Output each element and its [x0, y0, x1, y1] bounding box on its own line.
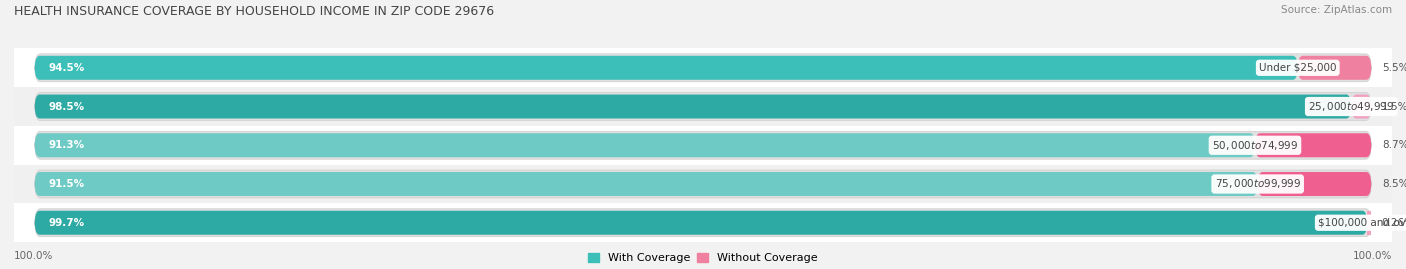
Text: Source: ZipAtlas.com: Source: ZipAtlas.com — [1281, 5, 1392, 15]
Text: 91.5%: 91.5% — [48, 179, 84, 189]
Text: 100.0%: 100.0% — [1353, 251, 1392, 261]
FancyBboxPatch shape — [35, 94, 1351, 119]
FancyBboxPatch shape — [35, 131, 1371, 159]
Legend: With Coverage, Without Coverage: With Coverage, Without Coverage — [588, 253, 818, 263]
Text: 98.5%: 98.5% — [48, 101, 84, 112]
FancyBboxPatch shape — [1298, 56, 1371, 80]
Text: $100,000 and over: $100,000 and over — [1317, 218, 1406, 228]
Text: $25,000 to $49,999: $25,000 to $49,999 — [1308, 100, 1395, 113]
FancyBboxPatch shape — [35, 93, 1371, 121]
FancyBboxPatch shape — [35, 211, 1367, 235]
Text: $75,000 to $99,999: $75,000 to $99,999 — [1215, 178, 1301, 190]
Text: 1.5%: 1.5% — [1382, 101, 1406, 112]
FancyBboxPatch shape — [35, 54, 1371, 82]
Text: 0.26%: 0.26% — [1382, 218, 1406, 228]
Text: 5.5%: 5.5% — [1382, 63, 1406, 73]
Text: 8.5%: 8.5% — [1382, 179, 1406, 189]
FancyBboxPatch shape — [1256, 133, 1371, 157]
FancyBboxPatch shape — [1257, 172, 1371, 196]
FancyBboxPatch shape — [35, 170, 1371, 198]
Bar — [14, 203, 1392, 242]
Text: HEALTH INSURANCE COVERAGE BY HOUSEHOLD INCOME IN ZIP CODE 29676: HEALTH INSURANCE COVERAGE BY HOUSEHOLD I… — [14, 5, 494, 18]
Text: 91.3%: 91.3% — [48, 140, 84, 150]
FancyBboxPatch shape — [35, 133, 1256, 157]
Text: 94.5%: 94.5% — [48, 63, 84, 73]
Bar — [14, 87, 1392, 126]
Bar — [14, 165, 1392, 203]
FancyBboxPatch shape — [35, 172, 1257, 196]
Text: 99.7%: 99.7% — [48, 218, 84, 228]
FancyBboxPatch shape — [35, 56, 1298, 80]
FancyBboxPatch shape — [35, 209, 1371, 237]
Text: $50,000 to $74,999: $50,000 to $74,999 — [1212, 139, 1298, 152]
Bar — [14, 126, 1392, 165]
FancyBboxPatch shape — [1351, 94, 1371, 119]
Text: 100.0%: 100.0% — [14, 251, 53, 261]
Text: Under $25,000: Under $25,000 — [1258, 63, 1337, 73]
Bar — [14, 48, 1392, 87]
Text: 8.7%: 8.7% — [1382, 140, 1406, 150]
Bar — [1367, 211, 1371, 235]
